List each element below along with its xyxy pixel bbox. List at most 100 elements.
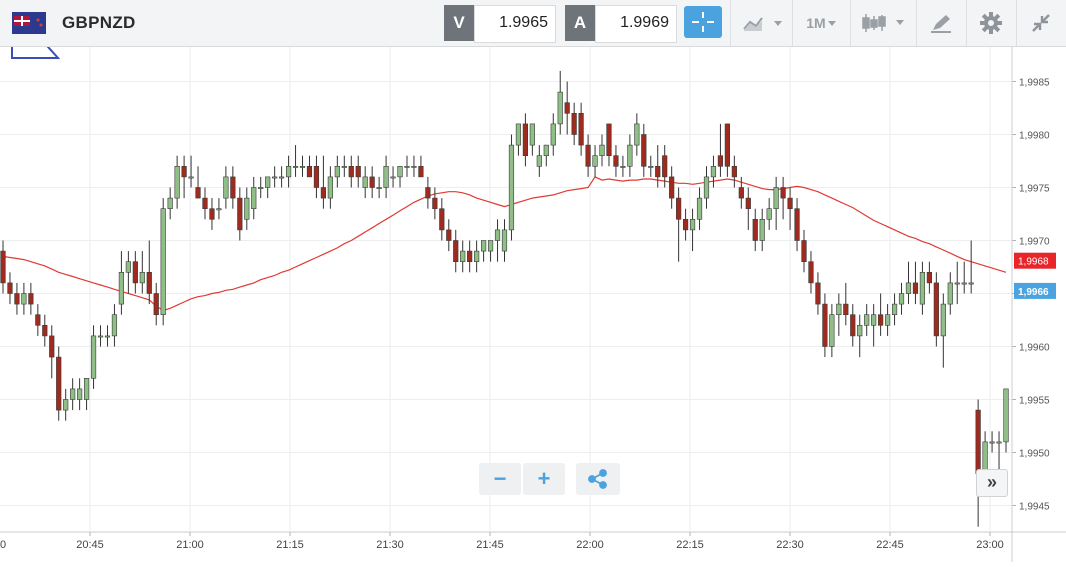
candle [550, 113, 556, 156]
candle-body-down [195, 187, 201, 199]
candle [940, 293, 946, 368]
candle-body-up [864, 314, 870, 326]
candle-body-up [244, 197, 250, 220]
bid-price-label: 1,9968 [1018, 257, 1049, 268]
candle [49, 325, 55, 379]
candle-body-down [682, 219, 689, 231]
candle-body-up [759, 219, 765, 241]
candle-body-up [160, 208, 166, 315]
candle-body-down [808, 261, 814, 284]
candle-body-up [77, 388, 83, 400]
bid-price-tag [1014, 252, 1056, 269]
x-tick-label: 22:15 [676, 539, 704, 551]
candle [592, 145, 598, 177]
candle [195, 166, 201, 199]
candle [773, 176, 779, 230]
candle-body-up [362, 176, 368, 188]
zoom-out-button[interactable]: − [479, 463, 521, 495]
candle [77, 378, 83, 411]
moving-average-layer [2, 176, 1007, 312]
candle-body-up [515, 123, 522, 146]
candle [21, 282, 27, 315]
y-tick-label: 1,9985 [1019, 78, 1050, 89]
candle [731, 155, 737, 188]
timeframe-label: 1M [806, 15, 826, 31]
toolbar-divider [916, 0, 917, 46]
candle-body-up [696, 197, 703, 220]
candle [237, 187, 243, 241]
candles-layer [0, 70, 1009, 527]
timeframe-dropdown[interactable]: 1M [800, 6, 844, 40]
candle-body-down [146, 272, 152, 294]
candle [223, 166, 229, 209]
sell-price-box[interactable] [474, 5, 556, 43]
candle-body-down [522, 123, 528, 157]
candle [536, 145, 542, 177]
candle-body-up [919, 272, 926, 305]
candle-body-up [97, 335, 104, 338]
fullscreen-button[interactable] [1022, 6, 1060, 40]
candle-body-up [481, 240, 487, 252]
candle [474, 240, 480, 273]
x-tick-label: 21:00 [176, 539, 204, 551]
candle [132, 251, 138, 294]
price-chart[interactable]: 1,99451,99501,99551,99601,99651,99701,99… [0, 6, 1066, 562]
settings-button[interactable] [972, 6, 1010, 40]
candle [258, 176, 264, 199]
price-tags: 1,9968 1,9966 [1014, 252, 1056, 299]
buy-price[interactable]: 1.9969 [620, 14, 669, 31]
candle [460, 240, 466, 273]
instrument-symbol: GBPNZD [62, 13, 136, 32]
sell-price[interactable]: 1.9965 [499, 14, 548, 31]
candle [327, 166, 333, 209]
candle-body-down [724, 123, 730, 167]
candle [362, 166, 368, 199]
candle [933, 272, 939, 347]
candle-body-up [390, 176, 396, 179]
candle [571, 102, 577, 146]
candle [188, 155, 194, 188]
candle [181, 155, 187, 199]
candle-body-down [0, 250, 6, 284]
candle-body-down [132, 261, 138, 284]
candle-body-up [90, 335, 97, 379]
candle [878, 293, 884, 336]
buy-price-box[interactable] [595, 5, 677, 43]
candle-body-up [404, 166, 410, 168]
candle-body-down [843, 303, 849, 316]
share-button[interactable] [576, 463, 620, 495]
candle [724, 123, 730, 177]
candle-body-up [766, 208, 772, 220]
candle [648, 155, 654, 177]
candle-body-down [655, 166, 661, 178]
candle-body-up [376, 187, 382, 190]
scroll-latest-button[interactable]: » [976, 469, 1008, 497]
candle-style-dropdown[interactable] [856, 6, 910, 40]
trend-tool-triangle[interactable] [11, 6, 61, 59]
candle-body-up [905, 282, 912, 294]
candle-body-down [912, 282, 919, 294]
candle [501, 219, 508, 262]
draw-tools-button[interactable] [922, 6, 960, 40]
candlestick-chart[interactable]: 1,99451,99501,99551,99601,99651,99701,99… [0, 6, 1066, 562]
candle-body-up [111, 314, 118, 337]
candle-body-up [891, 303, 898, 316]
candle-body-up [487, 240, 494, 252]
candle [244, 187, 250, 230]
candle [787, 187, 793, 230]
candle [279, 166, 285, 188]
candle-body-up [265, 176, 271, 188]
chart-type-dropdown[interactable] [738, 6, 788, 40]
zoom-in-button[interactable]: + [523, 463, 565, 495]
candle [7, 272, 13, 305]
candle-body-up [703, 176, 710, 199]
candle-body-up [898, 293, 905, 305]
candle-body-down [780, 187, 786, 199]
candle [710, 155, 717, 188]
crosshair-button[interactable] [684, 6, 722, 38]
candle [209, 198, 215, 230]
candle [348, 155, 354, 188]
candle [481, 240, 487, 262]
candle-body-down [306, 166, 313, 178]
candle-body-up [996, 441, 1002, 444]
